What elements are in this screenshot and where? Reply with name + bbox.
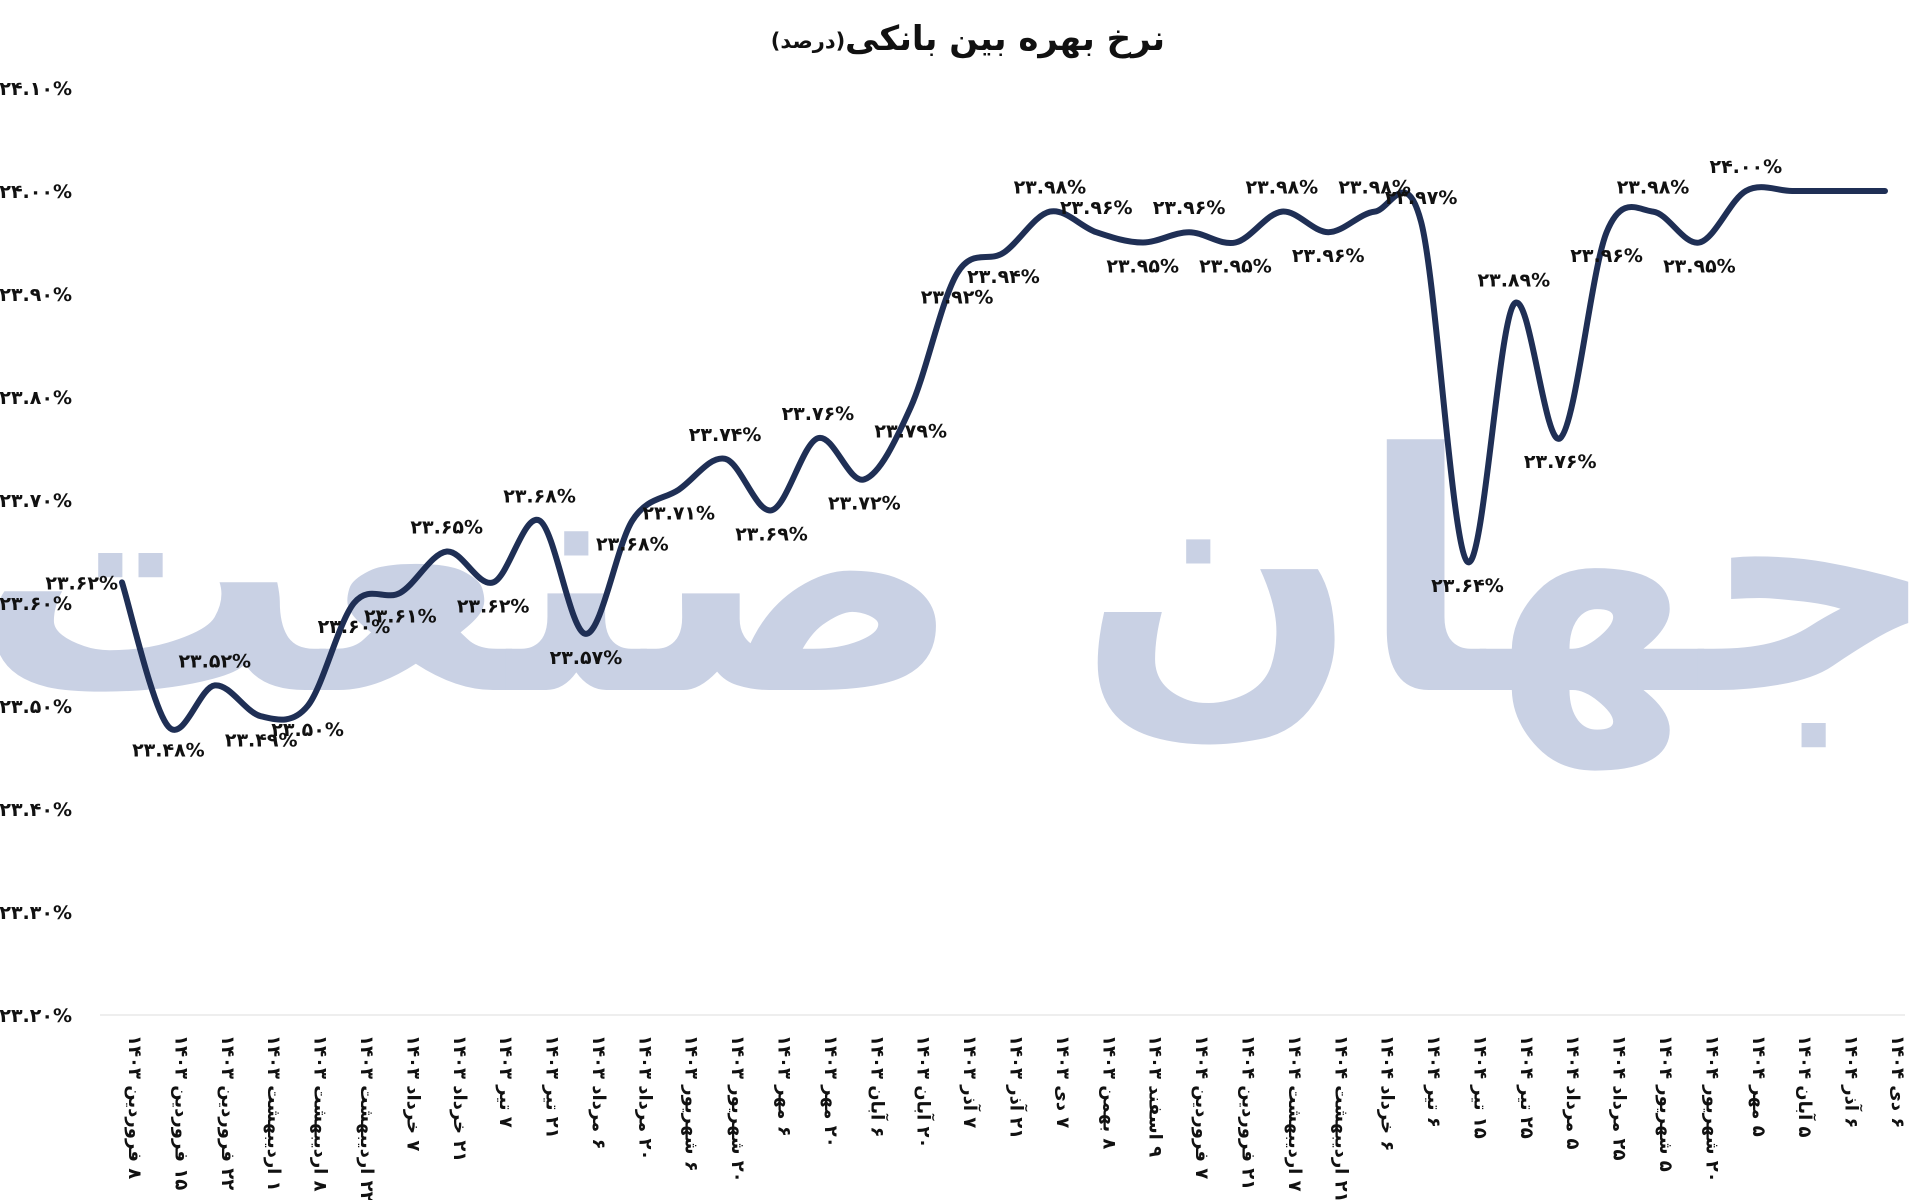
data-label: ۲۳.۵۲%	[178, 650, 251, 672]
x-tick-label: ۲۵ مرداد ۱۴۰۴	[1609, 1035, 1630, 1160]
x-tick-label: ۱۵ فروردین ۱۴۰۳	[170, 1035, 191, 1190]
data-label: ۲۳.۹۶%	[1060, 197, 1133, 219]
data-label: ۲۳.۶۲%	[45, 572, 118, 594]
data-label: ۲۳.۹۶%	[1292, 245, 1365, 267]
y-tick-label: ۲۳.۵۰%	[0, 696, 72, 718]
data-label: ۲۳.۶۲%	[457, 595, 530, 617]
y-axis: ۲۳.۲۰% ۲۳.۳۰% ۲۳.۴۰% ۲۳.۵۰% ۲۳.۶۰% ۲۳.۷۰% ۲۳.۸…	[0, 78, 72, 1027]
data-label: ۲۳.۹۵%	[1106, 256, 1179, 278]
y-tick-label: ۲۳.۹۰%	[0, 284, 72, 306]
x-tick-label: ۲۲ فروردین ۱۴۰۳	[217, 1035, 238, 1190]
data-labels: ۲۳.۶۲%۲۳.۴۸%۲۳.۵۲%۲۳.۴۹%۲۳.۵۰%۲۳.۶۰%۲۳.۶…	[45, 156, 1782, 762]
x-tick-label: ۷ دی ۱۴۰۳	[1052, 1035, 1073, 1128]
x-tick-label: ۷ اردیبهشت ۱۴۰۴	[1284, 1035, 1305, 1192]
x-tick-label: ۸ اردیبهشت ۱۴۰۳	[310, 1035, 331, 1192]
data-label: ۲۳.۷۱%	[642, 503, 715, 525]
x-tick-label: ۲۱ تیر ۱۴۰۳	[542, 1035, 563, 1139]
x-tick-label: ۲۰ مرداد ۱۴۰۳	[634, 1035, 655, 1160]
data-label: ۲۳.۹۵%	[1663, 256, 1736, 278]
x-tick-label: ۸ فروردین ۱۴۰۳	[124, 1035, 145, 1179]
x-tick-label: ۲۰ شهریور ۱۴۰۳	[727, 1035, 748, 1183]
data-label: ۲۳.۶۰%	[318, 616, 391, 638]
data-label: ۲۳.۹۷%	[1385, 187, 1458, 209]
x-tick-label: ۷ خرداد ۱۴۰۳	[402, 1035, 423, 1151]
chart-subtitle: (درصد)	[771, 29, 845, 53]
series-line	[119, 184, 1888, 733]
data-label: ۲۳.۶۸%	[503, 486, 576, 508]
y-tick-label: ۲۴.۱۰%	[0, 78, 72, 100]
data-label: ۲۳.۷۶%	[782, 403, 855, 425]
x-tick-label: ۶ خرداد ۱۴۰۴	[1377, 1035, 1398, 1151]
x-tick-label: ۲۱ آذر ۱۴۰۳	[1006, 1035, 1029, 1139]
data-label: ۲۳.۹۸%	[1014, 177, 1087, 199]
data-label: ۲۳.۶۵%	[410, 517, 483, 539]
data-label: ۲۳.۷۴%	[689, 424, 762, 446]
data-label: ۲۳.۴۹%	[225, 729, 298, 751]
x-tick-label: ۶ مهر ۱۴۰۳	[774, 1035, 795, 1137]
x-tick-label: ۲۰ آبان ۱۴۰۳	[913, 1035, 936, 1149]
watermark: جهان صنعت	[0, 384, 1912, 773]
data-label: ۲۳.۷۲%	[828, 492, 901, 514]
data-label: ۲۳.۹۶%	[1153, 197, 1226, 219]
y-tick-label: ۲۳.۴۰%	[0, 799, 72, 821]
data-label: ۲۳.۷۶%	[1524, 451, 1597, 473]
x-tick-label: ۶ آبان ۱۴۰۳	[866, 1035, 889, 1138]
data-label: ۲۳.۹۸%	[1246, 177, 1319, 199]
y-tick-label: ۲۳.۸۰%	[0, 387, 72, 409]
data-label: ۲۳.۹۵%	[1199, 256, 1272, 278]
x-tick-label: ۲۱ فروردین ۱۴۰۴	[1237, 1035, 1258, 1190]
y-tick-label: ۲۳.۶۰%	[0, 593, 72, 615]
x-axis: ۸ فروردین ۱۴۰۳ ۱۵ فروردین ۱۴۰۳ ۲۲ فروردین …	[124, 1035, 1908, 1200]
data-label: ۲۳.۶۴%	[1431, 575, 1504, 597]
data-label: ۲۳.۸۹%	[1478, 269, 1551, 291]
data-label: ۲۳.۶۸%	[596, 534, 669, 556]
data-label: ۲۳.۴۸%	[132, 740, 205, 762]
x-tick-label: ۶ تیر ۱۴۰۴	[1423, 1035, 1444, 1128]
data-label: ۲۳.۵۰%	[271, 719, 344, 741]
x-tick-label: ۲۰ شهریور ۱۴۰۴	[1701, 1035, 1722, 1183]
data-label: ۲۳.۶۹%	[735, 523, 808, 545]
y-tick-label: ۲۴.۰۰%	[0, 181, 72, 203]
x-tick-label: ۱ اردیبهشت ۱۴۰۳	[263, 1035, 284, 1192]
x-tick-label: ۸ بهمن ۱۴۰۳	[1098, 1035, 1119, 1149]
x-tick-label: ۶ مرداد ۱۴۰۳	[588, 1035, 609, 1149]
data-label: ۲۳.۹۲%	[921, 286, 994, 308]
x-tick-label: ۶ آذر ۱۴۰۴	[1841, 1035, 1864, 1128]
data-label: ۲۴.۰۰%	[1709, 156, 1782, 178]
x-tick-label: ۷ فروردین ۱۴۰۴	[1191, 1035, 1212, 1179]
x-tick-label: ۷ تیر ۱۴۰۳	[495, 1035, 516, 1128]
x-tick-label: ۶ دی ۱۴۰۴	[1887, 1035, 1908, 1128]
y-tick-label: ۲۳.۳۰%	[0, 902, 72, 924]
data-label: ۲۳.۹۸%	[1617, 177, 1690, 199]
x-tick-label: ۲۲ اردیبهشت ۱۴۰۳	[356, 1035, 377, 1200]
x-tick-label: ۵ آبان ۱۴۰۴	[1794, 1035, 1817, 1138]
x-tick-label: ۷ آذر ۱۴۰۳	[959, 1035, 982, 1128]
x-tick-label: ۱۵ تیر ۱۴۰۴	[1469, 1035, 1490, 1139]
y-tick-label: ۲۳.۷۰%	[0, 490, 72, 512]
chart-title: نرخ بهره بین بانکی	[845, 19, 1165, 59]
data-label: ۲۳.۶۱%	[364, 606, 437, 628]
x-tick-label: ۵ شهریور ۱۴۰۴	[1655, 1035, 1676, 1172]
data-label: ۲۳.۹۸%	[1338, 177, 1411, 199]
data-label: ۲۳.۵۷%	[550, 647, 623, 669]
x-tick-label: ۲۵ تیر ۱۴۰۴	[1516, 1035, 1537, 1139]
data-label: ۲۳.۹۴%	[967, 266, 1040, 288]
data-label: ۲۳.۷۹%	[874, 420, 947, 442]
x-tick-label: ۵ مهر ۱۴۰۴	[1748, 1035, 1769, 1137]
x-tick-label: ۲۰ مهر ۱۴۰۳	[820, 1035, 841, 1148]
x-tick-label: ۲۱ اردیبهشت ۱۴۰۴	[1330, 1035, 1351, 1200]
x-tick-label: ۶ شهریور ۱۴۰۳	[681, 1035, 702, 1172]
x-tick-label: ۵ مرداد ۱۴۰۴	[1562, 1035, 1583, 1149]
x-tick-label: ۲۱ خرداد ۱۴۰۳	[449, 1035, 470, 1162]
x-tick-label: ۹ اسفند ۱۴۰۳	[1145, 1035, 1166, 1157]
y-tick-label: ۲۳.۲۰%	[0, 1005, 72, 1027]
data-label: ۲۳.۹۶%	[1570, 245, 1643, 267]
